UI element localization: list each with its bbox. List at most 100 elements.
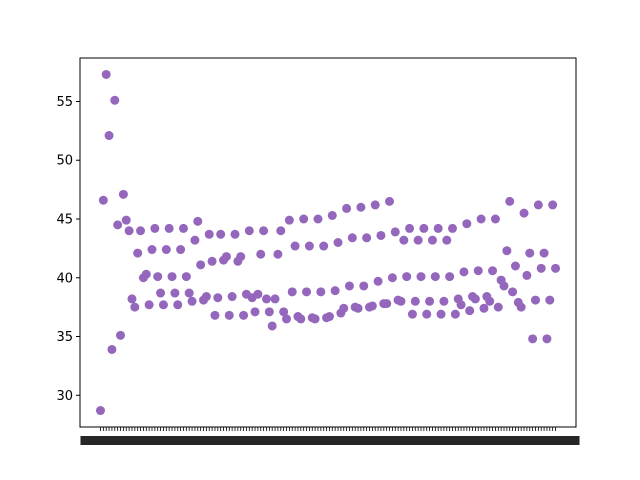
data-point-91 [353,303,363,313]
data-point-116 [425,296,435,306]
data-point-87 [342,203,352,213]
data-point-156 [539,248,549,258]
data-point-69 [290,241,300,251]
data-point-82 [327,210,337,220]
data-point-118 [430,272,440,282]
data-point-26 [167,272,177,282]
data-point-133 [473,266,483,276]
data-point-157 [542,334,552,344]
y-tick-label: 55 [56,95,73,110]
data-point-1 [95,406,105,416]
data-point-68 [287,287,297,297]
data-point-21 [153,272,163,282]
data-point-153 [530,295,540,305]
data-point-110 [407,309,417,319]
data-point-137 [485,296,495,306]
data-point-27 [170,288,180,298]
data-point-6 [110,95,120,105]
data-point-135 [479,303,489,313]
data-point-77 [313,214,323,224]
data-point-10 [121,215,131,225]
data-point-15 [136,226,146,236]
data-point-76 [310,314,320,324]
data-point-150 [522,270,532,280]
data-point-79 [319,241,329,251]
data-point-66 [282,314,291,324]
data-point-124 [447,223,457,233]
data-point-23 [158,300,168,310]
data-point-106 [396,296,406,306]
data-point-154 [533,200,543,210]
data-point-4 [104,131,114,141]
data-point-41 [210,310,220,320]
data-point-12 [127,294,137,304]
data-point-112 [413,235,423,245]
data-point-71 [296,314,306,324]
data-point-107 [399,235,409,245]
data-point-129 [462,219,472,229]
data-point-29 [176,245,186,255]
data-point-114 [419,223,429,233]
data-point-24 [161,245,171,255]
data-point-45 [221,252,231,262]
data-point-63 [273,249,283,259]
data-point-159 [548,200,558,210]
data-point-46 [224,310,234,320]
data-point-81 [324,312,334,322]
data-point-89 [347,233,357,243]
data-point-143 [502,246,512,256]
data-point-108 [402,272,412,282]
data-point-17 [141,269,151,279]
data-point-104 [390,227,400,237]
data-point-94 [362,233,372,243]
data-point-28 [173,300,183,310]
y-tick-label: 35 [56,330,73,345]
data-point-128 [459,267,469,277]
data-point-55 [250,307,260,317]
data-point-8 [116,330,126,340]
data-point-93 [359,281,369,291]
data-point-115 [422,309,432,319]
data-point-2 [98,195,108,205]
data-point-40 [207,256,217,266]
data-point-9 [118,189,128,199]
data-point-7 [113,220,123,230]
data-point-134 [476,214,486,224]
data-point-56 [253,289,263,299]
data-point-121 [439,296,449,306]
data-point-34 [190,235,200,245]
x-tick-labels-overlapping [80,436,580,445]
data-point-113 [416,272,426,282]
data-point-43 [216,229,226,239]
data-point-99 [376,230,386,240]
data-point-39 [204,229,214,239]
data-point-58 [259,226,269,236]
x-axis [80,427,580,445]
data-point-103 [387,273,397,283]
data-point-64 [276,226,286,236]
data-point-98 [373,276,383,286]
data-point-73 [302,287,312,297]
data-point-36 [196,260,206,270]
data-point-158 [545,295,555,305]
data-point-19 [147,245,157,255]
data-point-155 [536,263,546,273]
data-point-67 [284,215,294,225]
data-point-97 [370,200,380,210]
data-point-20 [150,223,160,233]
data-point-31 [181,272,191,282]
data-point-151 [525,248,535,258]
data-point-125 [450,309,460,319]
data-point-22 [156,288,166,298]
data-point-14 [133,248,143,258]
data-point-146 [510,261,520,271]
data-point-78 [316,287,326,297]
data-point-32 [184,288,194,298]
y-axis: 30 35 40 45 50 55 [56,95,80,404]
data-point-119 [433,223,443,233]
data-point-25 [164,223,174,233]
data-points [95,69,561,416]
data-point-92 [356,202,366,212]
data-point-30 [178,223,188,233]
data-point-139 [490,214,500,224]
